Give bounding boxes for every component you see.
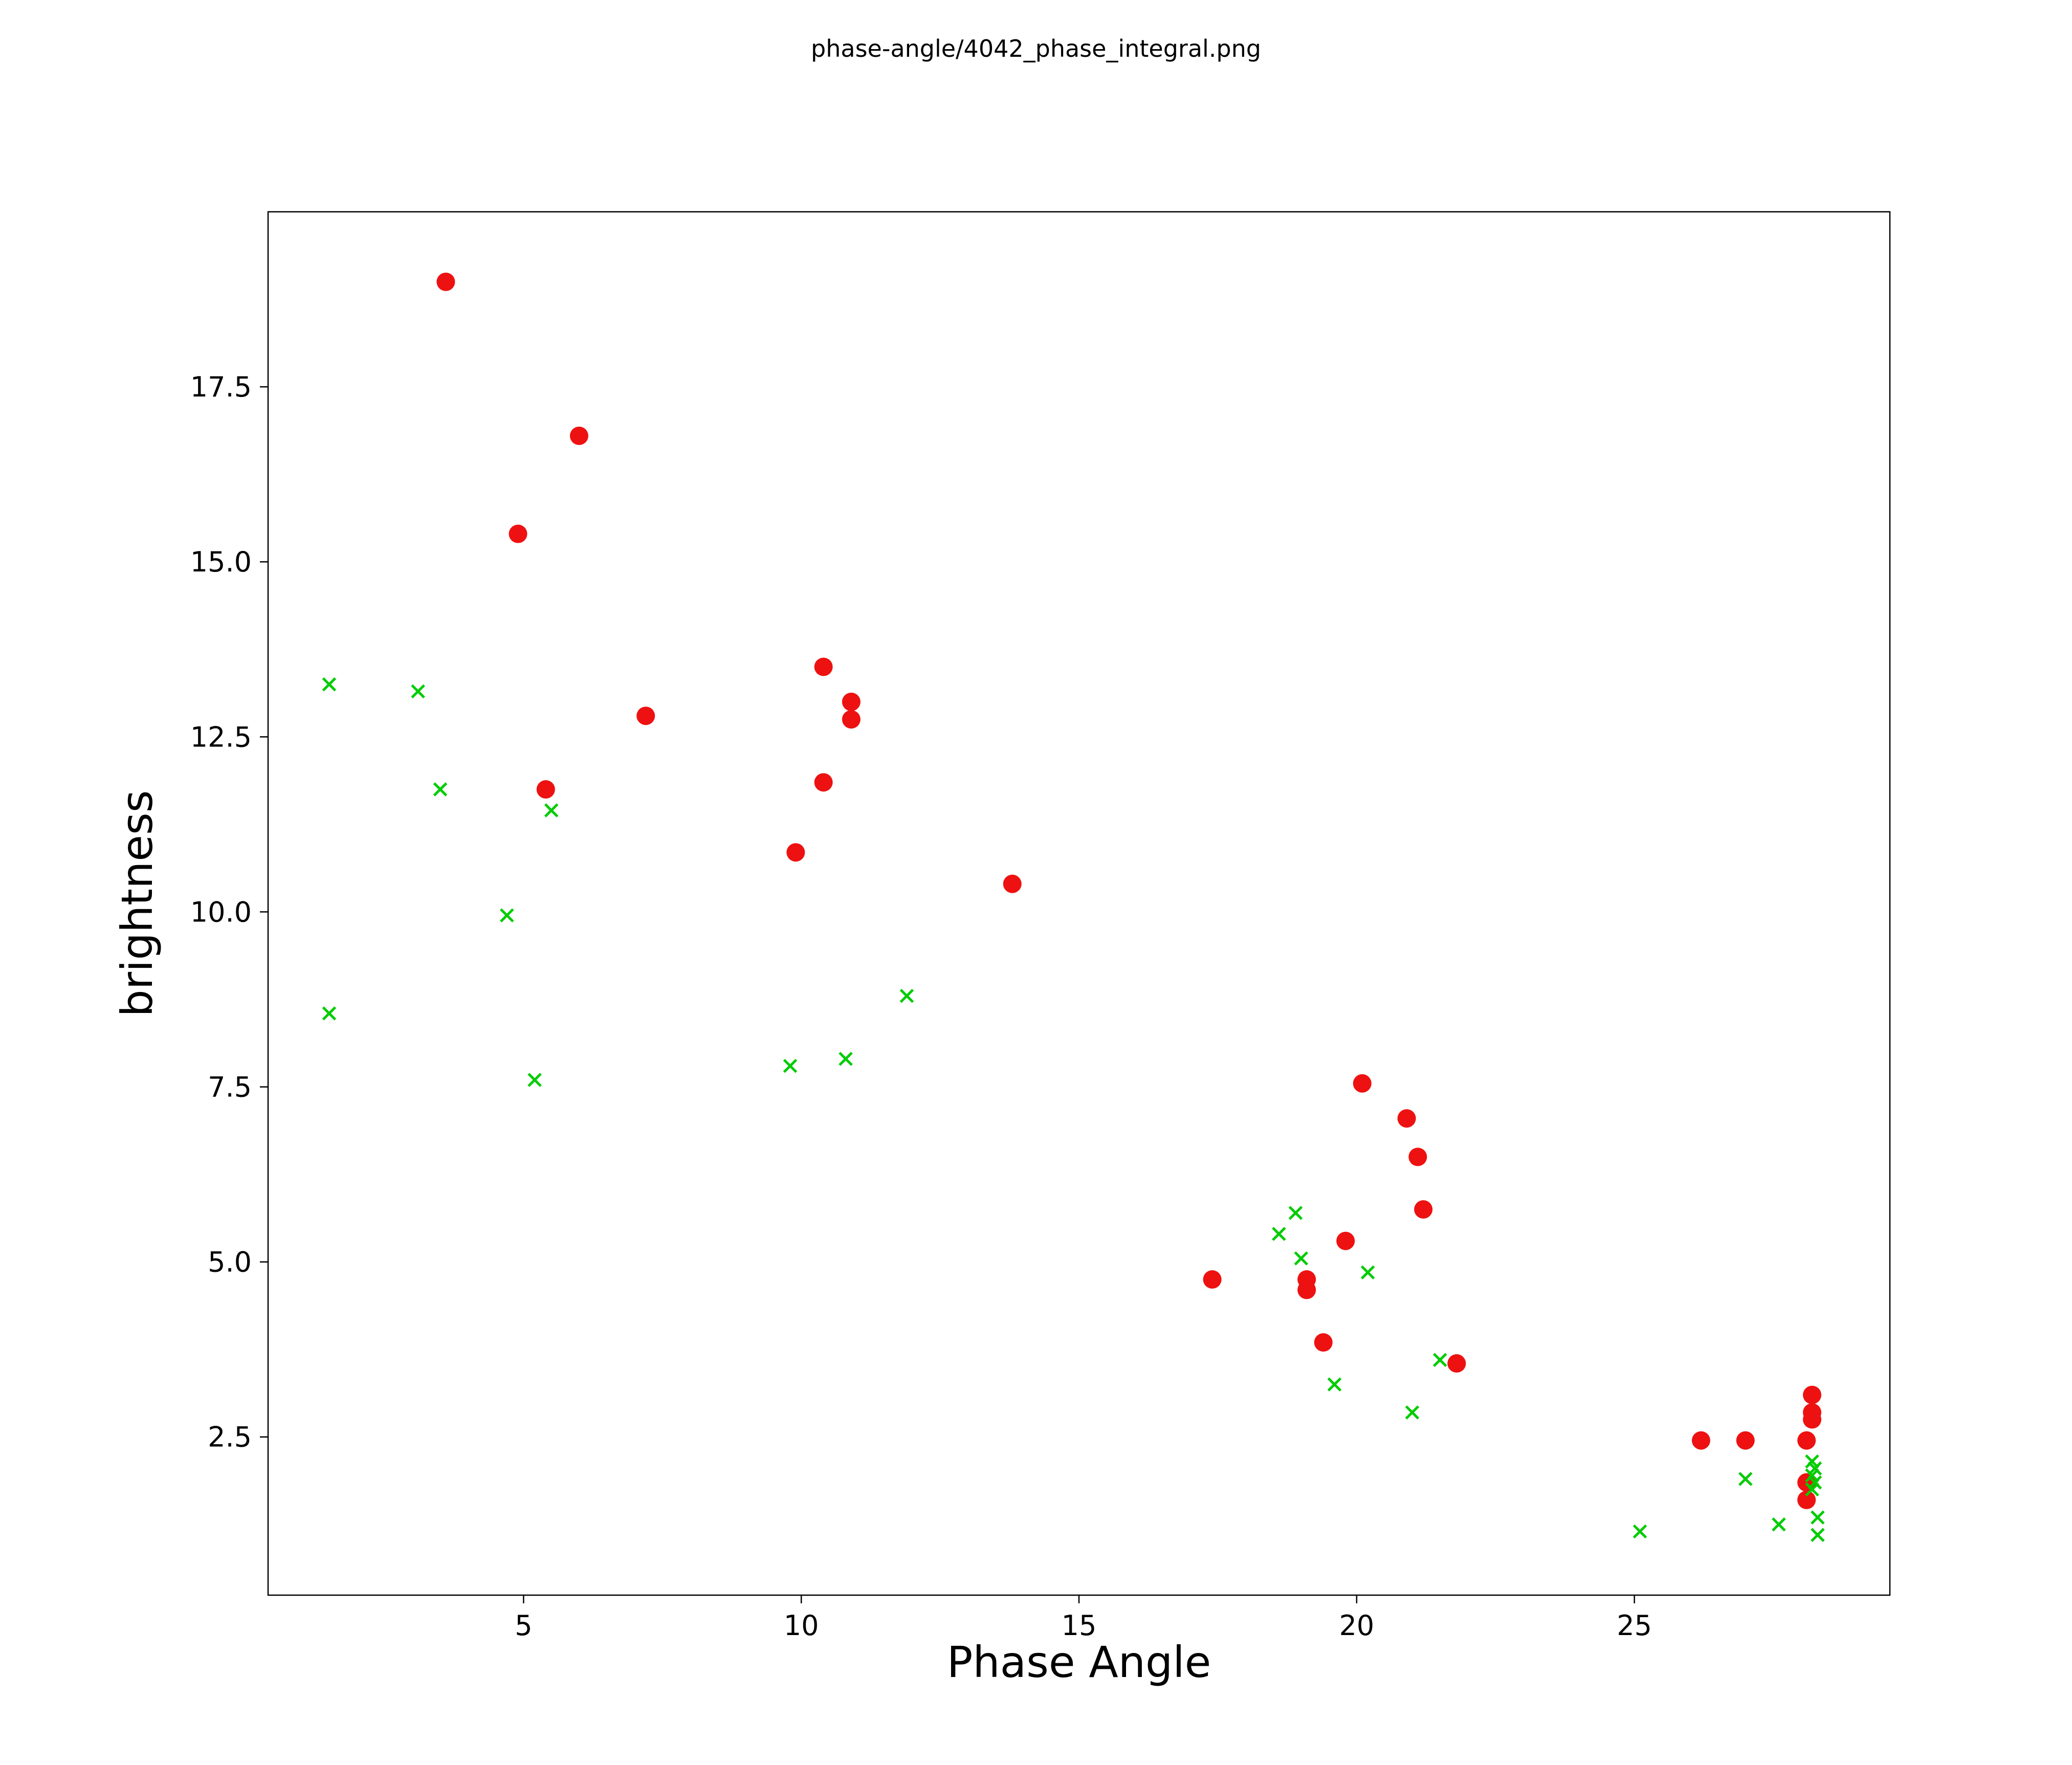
data-point-green-crosses <box>1360 1265 1375 1279</box>
data-point-red-circles <box>1414 1200 1433 1219</box>
data-point-red-circles <box>1336 1231 1355 1250</box>
x-axis-label: Phase Angle <box>946 1637 1211 1687</box>
x-tick-label: 10 <box>784 1609 819 1642</box>
data-point-green-crosses <box>1738 1472 1753 1486</box>
data-point-red-circles <box>1203 1270 1222 1289</box>
data-point-red-circles <box>1003 874 1022 893</box>
y-tick-label: 15.0 <box>190 546 252 578</box>
data-point-green-crosses <box>783 1058 798 1073</box>
x-tick-label: 15 <box>1062 1609 1097 1642</box>
data-point-green-crosses <box>1805 1482 1819 1497</box>
y-tick-label: 10.0 <box>190 896 252 928</box>
data-point-green-crosses <box>1272 1227 1286 1241</box>
y-tick-label: 17.5 <box>190 371 252 403</box>
data-point-green-crosses <box>1288 1206 1303 1220</box>
data-point-red-circles <box>1691 1431 1710 1450</box>
data-point-red-circles <box>636 707 655 725</box>
plot-border <box>267 211 1891 1596</box>
chart-title: phase-angle/4042_phase_integral.png <box>811 35 1261 62</box>
data-point-red-circles <box>1736 1431 1755 1450</box>
data-point-red-circles <box>569 426 588 445</box>
data-point-red-circles <box>1297 1281 1316 1299</box>
data-point-green-crosses <box>1432 1353 1447 1367</box>
data-point-green-crosses <box>500 908 514 923</box>
data-point-red-circles <box>1803 1410 1822 1429</box>
data-point-red-circles <box>814 657 833 676</box>
data-point-green-crosses <box>544 803 559 818</box>
y-tick-label: 5.0 <box>208 1246 252 1278</box>
data-point-red-circles <box>1447 1354 1466 1373</box>
data-point-red-circles <box>1353 1074 1372 1093</box>
data-point-red-circles <box>786 843 805 862</box>
data-point-green-crosses <box>527 1073 542 1087</box>
x-tick-label: 20 <box>1339 1609 1374 1642</box>
data-point-red-circles <box>814 773 833 792</box>
data-point-green-crosses <box>1811 1528 1825 1542</box>
data-point-red-circles <box>842 692 861 711</box>
data-point-green-crosses <box>899 988 914 1003</box>
data-point-red-circles <box>509 524 527 543</box>
data-point-green-crosses <box>411 684 425 699</box>
data-point-green-crosses <box>1294 1251 1309 1266</box>
y-tick-label: 2.5 <box>208 1421 252 1453</box>
data-point-green-crosses <box>1633 1524 1647 1539</box>
x-tick-label: 25 <box>1617 1609 1652 1642</box>
data-point-green-crosses <box>1772 1517 1786 1532</box>
data-point-green-crosses <box>322 1006 337 1021</box>
ticks-layer: 5 10 15 20 25 2.5 5.0 7.5 10.0 12.5 15.0 17.5 <box>190 371 1652 1642</box>
y-tick-label: 12.5 <box>190 721 252 753</box>
data-point-green-crosses <box>433 782 448 797</box>
data-point-red-circles <box>1408 1148 1427 1166</box>
data-point-red-circles <box>1797 1431 1816 1450</box>
data-point-red-circles <box>436 272 455 291</box>
data-point-green-crosses <box>1811 1510 1825 1525</box>
data-point-green-crosses <box>1327 1377 1342 1392</box>
x-tick-label: 5 <box>515 1609 532 1642</box>
points-layer <box>322 272 1825 1542</box>
y-tick-label: 7.5 <box>208 1071 252 1104</box>
y-axis-label: brightness <box>112 790 162 1017</box>
data-point-red-circles <box>1314 1333 1333 1352</box>
data-point-red-circles <box>842 710 861 729</box>
data-point-red-circles <box>1397 1109 1416 1128</box>
data-point-green-crosses <box>1405 1405 1420 1420</box>
data-point-red-circles <box>1797 1490 1816 1509</box>
data-point-red-circles <box>536 780 555 799</box>
data-point-green-crosses <box>839 1052 853 1066</box>
data-point-green-crosses <box>322 677 337 692</box>
data-point-red-circles <box>1803 1385 1822 1404</box>
